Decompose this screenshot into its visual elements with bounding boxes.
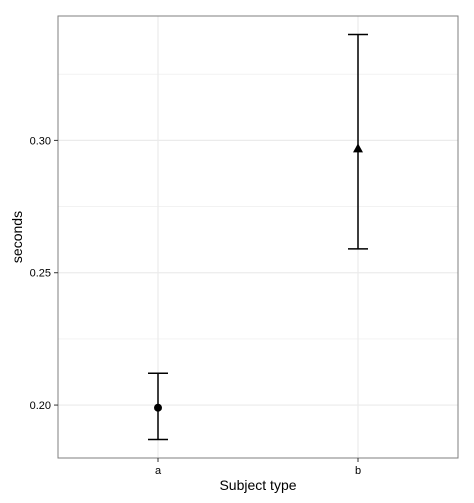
x-axis-title: Subject type — [219, 477, 296, 493]
data-marks — [148, 33, 368, 441]
axis-ticks: 0.20 0.25 0.30 a b — [30, 135, 361, 477]
data-point-triangle — [353, 143, 363, 153]
data-point-circle — [154, 403, 162, 412]
y-axis-title: seconds — [9, 211, 25, 263]
x-tick-label: a — [155, 465, 162, 477]
y-tick-label: 0.30 — [30, 135, 51, 147]
plot-panel — [58, 16, 458, 458]
y-tick-label: 0.20 — [30, 400, 51, 412]
y-tick-label: 0.25 — [30, 268, 51, 280]
panel-border — [57, 15, 459, 459]
grid-lines — [58, 16, 458, 458]
x-tick-label: b — [355, 465, 361, 477]
